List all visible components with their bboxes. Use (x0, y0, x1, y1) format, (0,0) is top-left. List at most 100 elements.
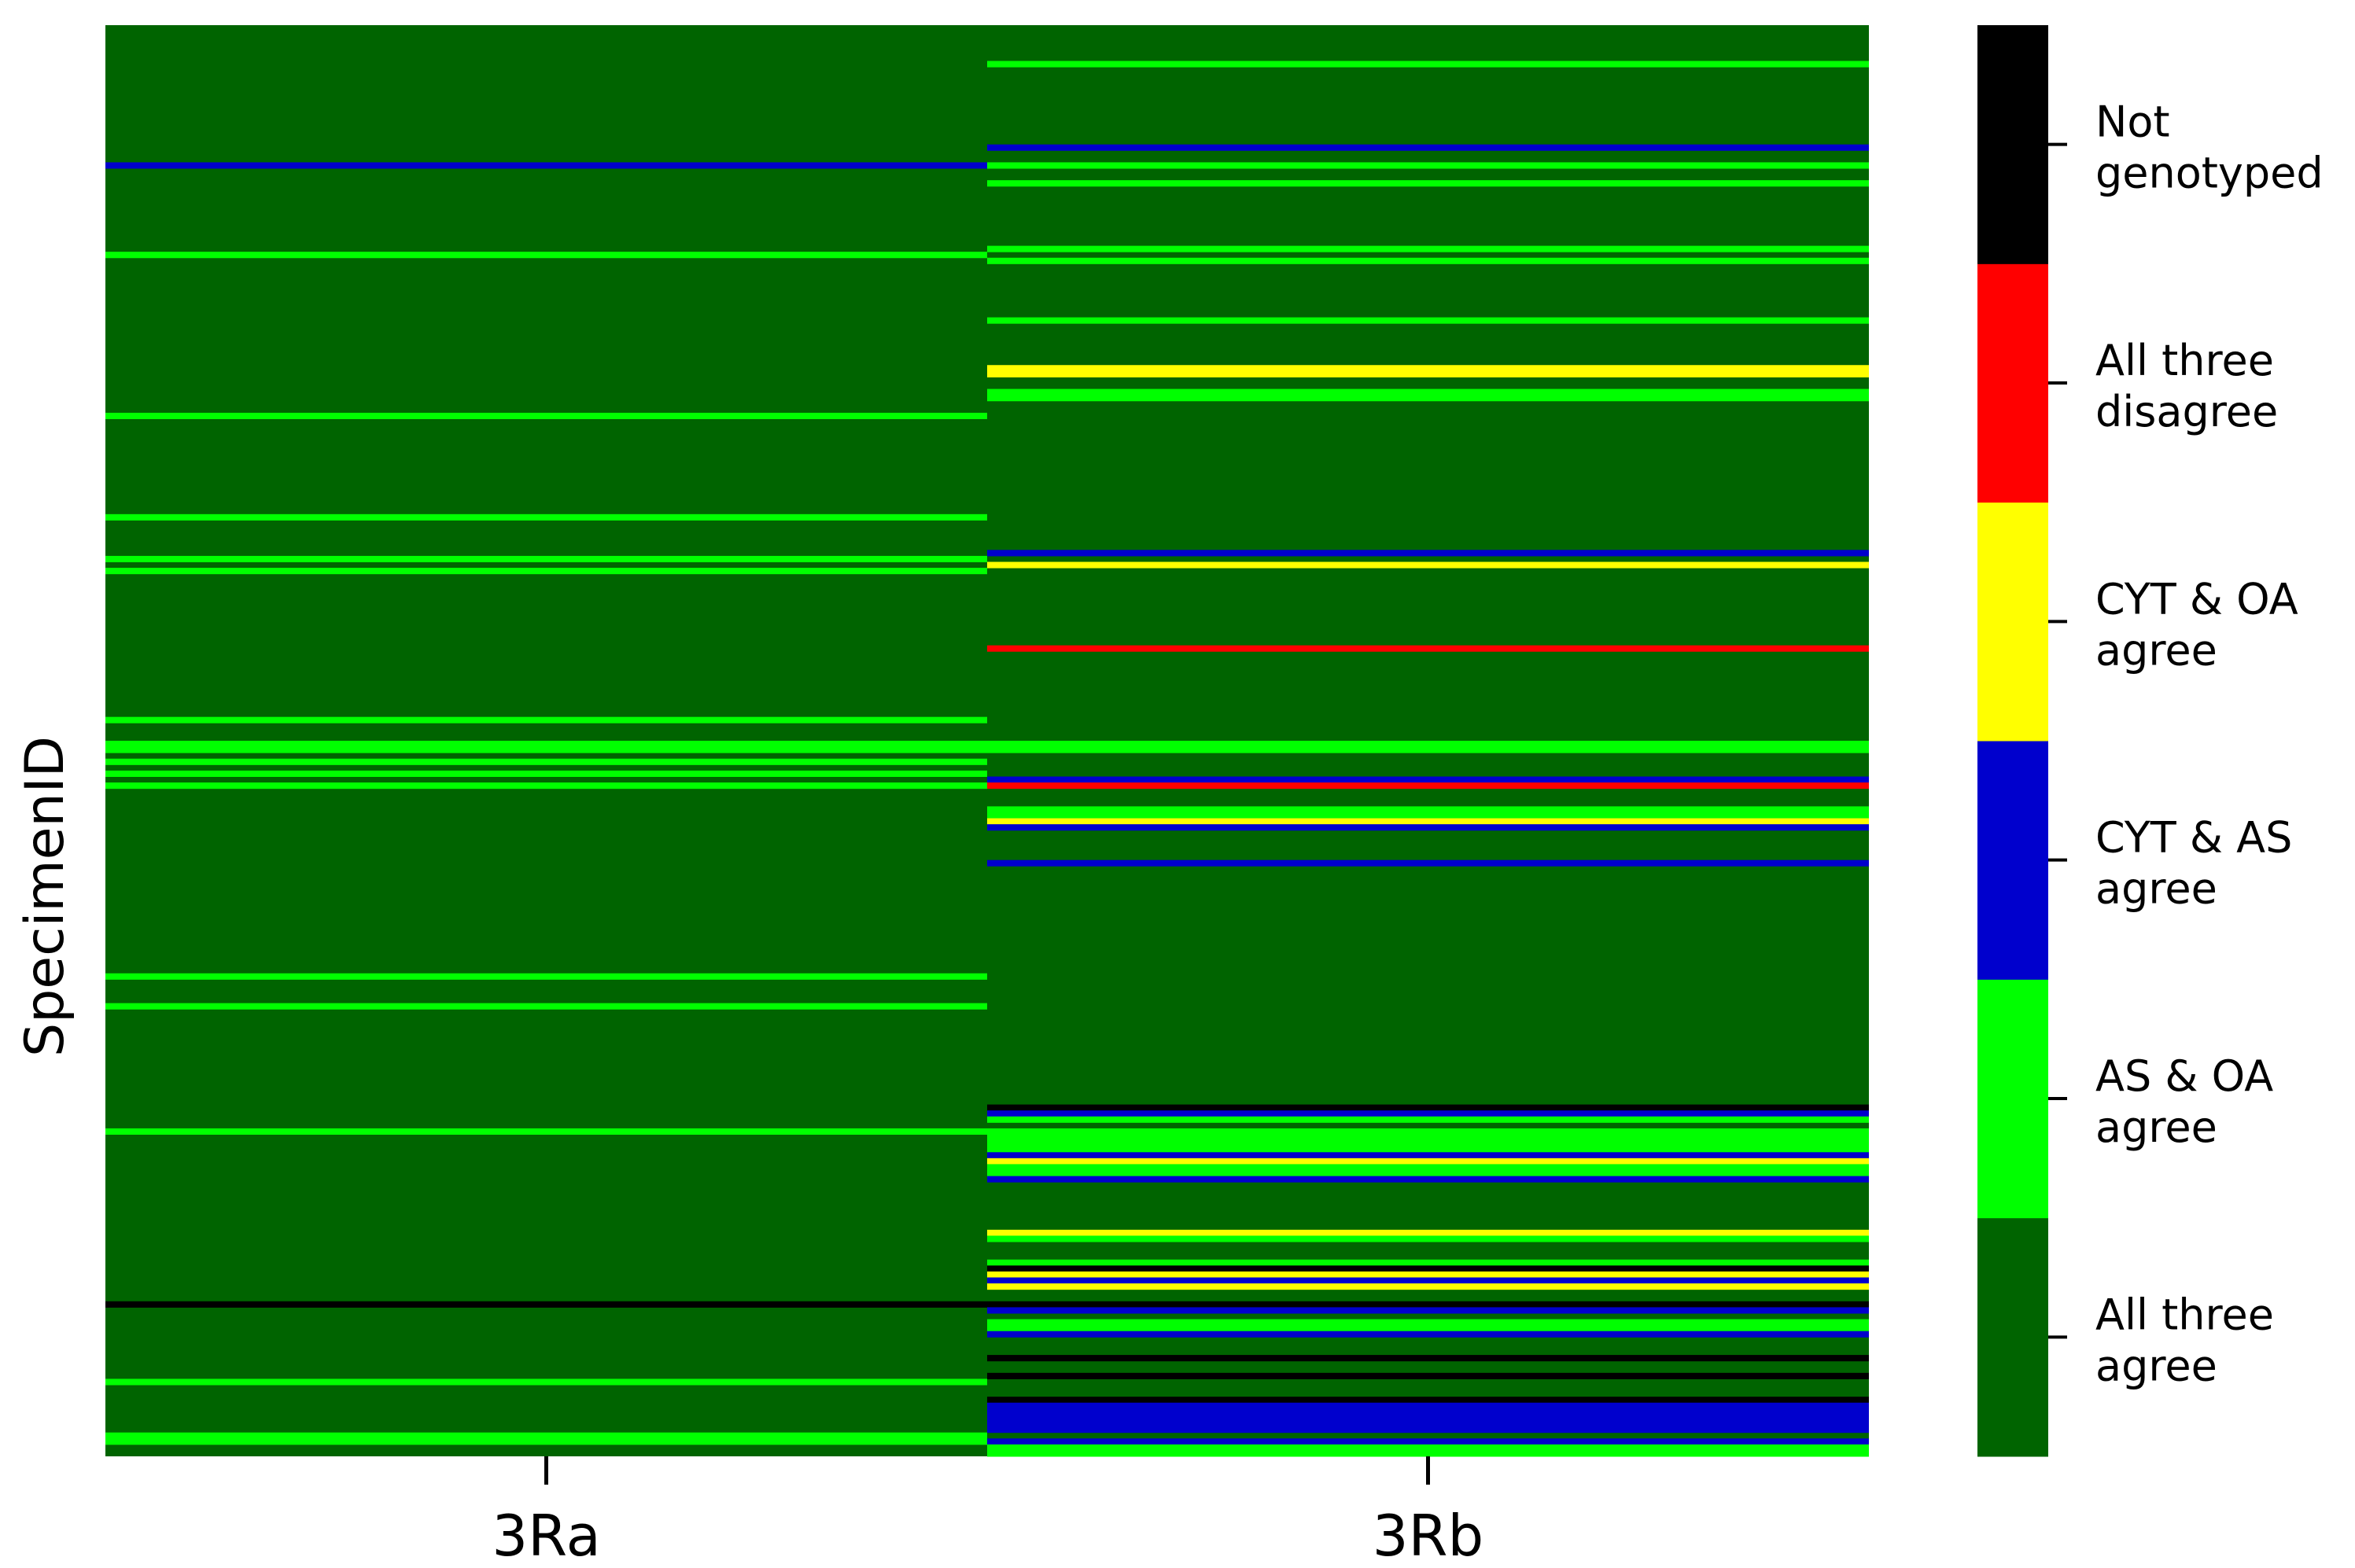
heatmap-cell (105, 513, 987, 521)
heatmap-cell (105, 1128, 987, 1135)
heatmap-cell (987, 365, 1869, 372)
heatmap-cell (105, 1438, 987, 1445)
heatmap-cell (987, 859, 1869, 867)
heatmap-cell (987, 824, 1869, 831)
heatmap-cell (987, 1420, 1869, 1427)
colorbar-label: All three (2095, 336, 2274, 385)
heatmap-cell (987, 1152, 1869, 1159)
heatmap-cell (987, 180, 1869, 187)
heatmap-cell (987, 245, 1869, 252)
heatmap-cell (987, 1426, 1869, 1434)
colorbar-label: agree (2095, 1102, 2217, 1152)
heatmap-cell (987, 1450, 1869, 1457)
heatmap-cell (987, 1319, 1869, 1326)
colorbar-segment (1977, 25, 2048, 264)
heatmap-cell (987, 1235, 1869, 1242)
heatmap-cell (987, 812, 1869, 819)
heatmap-cell (987, 1438, 1869, 1445)
heatmap-cell (105, 782, 987, 790)
heatmap-cell (987, 1170, 1869, 1177)
colorbar-label: disagree (2095, 387, 2278, 436)
colorbar-label: AS & OA (2095, 1051, 2273, 1101)
colorbar-label: Not (2095, 98, 2170, 147)
heatmap-cell (987, 1402, 1869, 1409)
heatmap-cell (987, 1283, 1869, 1290)
heatmap-cell (105, 1378, 987, 1386)
heatmap-cell (987, 1444, 1869, 1451)
heatmap-cell (105, 741, 987, 748)
heatmap-cell (105, 973, 987, 980)
colorbar-segment (1977, 979, 2048, 1219)
heatmap-cell (105, 1003, 987, 1010)
heatmap-cell (987, 1372, 1869, 1379)
heatmap-cell (987, 1265, 1869, 1272)
heatmap-cell (987, 257, 1869, 264)
heatmap-cell (105, 716, 987, 723)
colorbar-label: agree (2095, 864, 2217, 914)
colorbar-label: genotyped (2095, 149, 2324, 198)
heatmap-cell (987, 1271, 1869, 1278)
heatmap-cell (987, 61, 1869, 68)
heatmap-cell (987, 395, 1869, 402)
x-tick-label: 3Rb (1373, 1503, 1484, 1568)
heatmap-cell (105, 758, 987, 765)
heatmap-cell (987, 561, 1869, 569)
x-axis: 3Ra 3Rb (492, 1456, 1483, 1568)
heatmap-cell (987, 1134, 1869, 1141)
heatmap-cell (987, 1414, 1869, 1421)
colorbar-label: All three (2095, 1290, 2274, 1339)
colorbar-segment (1977, 502, 2048, 742)
heatmap-cell (987, 782, 1869, 790)
heatmap-cell (987, 162, 1869, 169)
heatmap-cell (987, 388, 1869, 396)
heatmap-cell (987, 1110, 1869, 1117)
heatmap-cell (987, 1301, 1869, 1308)
colorbar-segment (1977, 1217, 2048, 1457)
heatmap-cell (987, 1355, 1869, 1362)
colorbar-segment (1977, 741, 2048, 980)
heatmap-cell (105, 1432, 987, 1439)
heatmap-cell (987, 741, 1869, 748)
heatmap-cell (987, 818, 1869, 825)
heatmap-cell (987, 1128, 1869, 1135)
colorbar-label: CYT & OA (2095, 574, 2298, 624)
heatmap-cell (105, 746, 987, 753)
heatmap-cell (987, 1397, 1869, 1404)
x-tick-label: 3Ra (492, 1503, 600, 1568)
heatmap-cell (987, 317, 1869, 324)
colorbar-label: CYT & AS (2095, 813, 2292, 863)
heatmap-cell (105, 555, 987, 562)
heatmap-cell (987, 1176, 1869, 1183)
heatmap-cell (105, 162, 987, 169)
heatmap-cell (987, 1146, 1869, 1153)
heatmap-cell (987, 144, 1869, 151)
heatmap-cell (987, 1307, 1869, 1314)
heatmap-cell (987, 1331, 1869, 1338)
heatmap-grid (105, 25, 1869, 1457)
heatmap-cell (987, 776, 1869, 783)
heatmap-cell (987, 1229, 1869, 1236)
heatmap-cell (987, 1158, 1869, 1165)
heatmap-cell (987, 1164, 1869, 1171)
colorbar-label: agree (2095, 1341, 2217, 1390)
heatmap-cell (987, 1277, 1869, 1284)
heatmap-cell (987, 1104, 1869, 1111)
heatmap-cell (987, 645, 1869, 652)
heatmap-cell (105, 252, 987, 259)
heatmap-cell (987, 1408, 1869, 1415)
heatmap-cell (987, 806, 1869, 813)
heatmap-cell (987, 550, 1869, 557)
heatmap-cell (105, 1301, 987, 1308)
heatmap-cell (105, 770, 987, 777)
y-axis-label: SpecimenID (14, 736, 76, 1057)
colorbar-label: agree (2095, 625, 2217, 675)
heatmap-cell (987, 1140, 1869, 1147)
heatmap-cell (105, 412, 987, 419)
heatmap-cell (987, 1259, 1869, 1266)
heatmap-cell (987, 1325, 1869, 1332)
colorbar-segment (1977, 263, 2048, 503)
heatmap-cell (987, 1116, 1869, 1123)
heatmap-cell (987, 746, 1869, 753)
